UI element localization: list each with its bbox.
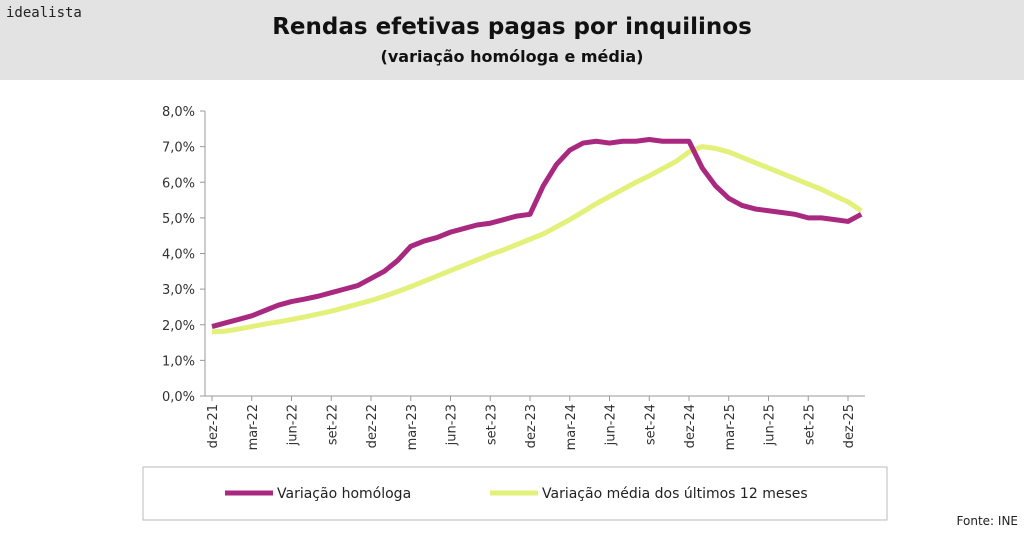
y-tick-label: 4,0% xyxy=(162,248,195,263)
header-band xyxy=(0,0,1024,80)
y-tick-label: 0,0% xyxy=(162,390,195,405)
y-tick-label: 2,0% xyxy=(162,319,195,334)
y-tick-label: 3,0% xyxy=(162,283,195,298)
y-tick-label: 7,0% xyxy=(162,141,195,156)
x-tick-label: mar-23 xyxy=(405,404,420,450)
y-tick-label: 6,0% xyxy=(162,176,195,191)
x-tick-label: jun-23 xyxy=(445,404,460,446)
x-tick-label: jun-22 xyxy=(286,404,301,446)
x-tick-label: dez-21 xyxy=(206,404,221,448)
x-tick-label: set-23 xyxy=(484,404,499,445)
x-tick-label: mar-24 xyxy=(564,404,579,450)
y-tick-label: 8,0% xyxy=(162,105,195,120)
x-tick-label: set-24 xyxy=(643,404,658,445)
x-tick-label: jun-24 xyxy=(604,404,619,446)
legend-label: Variação média dos últimos 12 meses xyxy=(542,486,808,502)
series-line xyxy=(211,137,863,329)
x-tick-label: set-25 xyxy=(802,404,817,445)
x-tick-label: dez-23 xyxy=(524,404,539,448)
x-tick-label: mar-25 xyxy=(723,404,738,450)
x-tick-label: dez-25 xyxy=(842,404,857,448)
x-tick-label: set-22 xyxy=(325,404,340,445)
legend-box xyxy=(142,466,888,521)
x-tick-label: dez-22 xyxy=(365,404,380,448)
y-tick-label: 1,0% xyxy=(162,354,195,369)
chart-title: Rendas efetivas pagas por inquilinos xyxy=(272,14,752,40)
x-tick-label: jun-25 xyxy=(763,404,778,446)
x-tick-label: dez-24 xyxy=(683,404,698,448)
chart-subtitle: (variação homóloga e média) xyxy=(381,47,644,66)
series-line xyxy=(211,144,863,335)
logo: idealista xyxy=(6,5,82,21)
legend-label: Variação homóloga xyxy=(277,486,411,502)
y-tick-label: 5,0% xyxy=(162,212,195,227)
x-tick-label: mar-22 xyxy=(246,404,261,450)
source: Fonte: INE xyxy=(957,514,1018,528)
